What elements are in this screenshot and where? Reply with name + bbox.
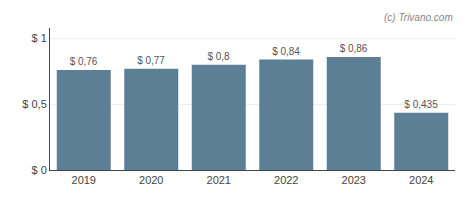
svg-text:2024: 2024 [409, 174, 433, 186]
svg-text:$ 1: $ 1 [32, 32, 47, 44]
svg-text:2019: 2019 [72, 174, 96, 186]
svg-text:$ 0,8: $ 0,8 [207, 51, 230, 62]
svg-text:$ 0,86: $ 0,86 [340, 43, 368, 54]
svg-text:$ 0,5: $ 0,5 [22, 98, 46, 110]
svg-text:$ 0,76: $ 0,76 [70, 56, 98, 67]
svg-text:(c) Trivano.com: (c) Trivano.com [384, 12, 453, 23]
svg-text:2023: 2023 [342, 174, 366, 186]
svg-text:2021: 2021 [207, 174, 231, 186]
svg-text:$ 0,77: $ 0,77 [137, 55, 165, 66]
svg-text:$ 0,435: $ 0,435 [404, 99, 438, 110]
svg-text:2020: 2020 [139, 174, 163, 186]
svg-text:$ 0,84: $ 0,84 [272, 46, 300, 57]
svg-text:2022: 2022 [274, 174, 298, 186]
svg-text:$ 0: $ 0 [32, 164, 47, 176]
